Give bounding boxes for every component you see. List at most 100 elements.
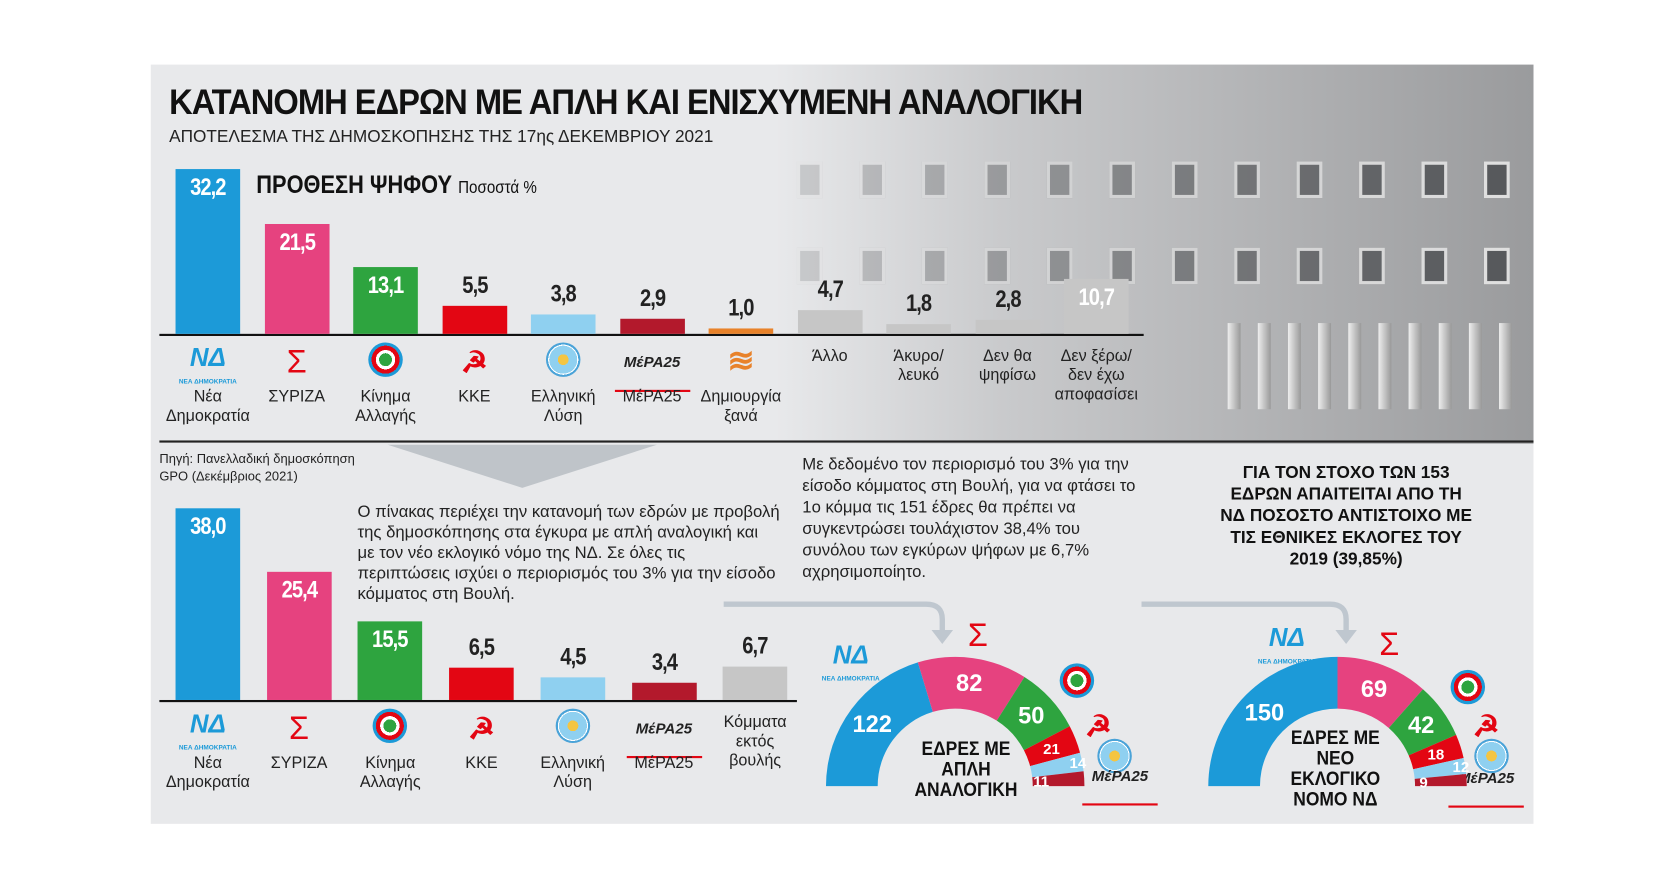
chart-unit: Ποσοστά %: [458, 178, 537, 198]
arrow-head-icon: [931, 629, 954, 644]
window: [1046, 247, 1073, 285]
category-label: Ελληνική Λύση: [540, 753, 606, 792]
column: [1287, 323, 1301, 410]
nd-logo-subtext: ΝΕΑ ΔΗΜΟΚΡΑΤΙΑ: [821, 676, 880, 683]
seat-segment: [1337, 656, 1423, 728]
column: [1318, 323, 1332, 410]
nd-logo-subtext: ΝΕΑ ΔΗΜΟΚΡΑΤΙΑ: [178, 745, 237, 752]
window: [796, 247, 823, 285]
arrow-head-icon: [1335, 629, 1357, 644]
window: [1296, 247, 1323, 285]
bar: [266, 571, 332, 700]
data-label: 15,5: [372, 626, 409, 654]
data-label: 1,8: [905, 290, 932, 318]
window: [1483, 247, 1510, 285]
seat-label: 82: [956, 671, 982, 697]
new-law-title: ΕΔΡΕΣ ΜΕ ΝΕΟ ΕΚΛΟΓΙΚΟ ΝΟΜΟ ΝΔ: [1290, 726, 1381, 810]
infographic-subtitle: ΑΠΟΤΕΛΕΣΜΑ ΤΗΣ ΔΗΜΟΣΚΟΠΗΣΗΣ ΤΗΣ 17ης ΔΕΚ…: [169, 128, 714, 147]
category-label: Δημιουργία ξανά: [700, 387, 782, 426]
category-label: Άκυρο/ λευκό: [893, 346, 944, 385]
category-label: Δεν θα ψηφίσω: [978, 346, 1037, 385]
seat-segment: [1408, 734, 1464, 770]
window: [984, 161, 1011, 199]
category-label: Άλλο: [811, 346, 848, 366]
window: [859, 161, 886, 199]
kinal-logo-icon: [368, 342, 403, 377]
category-label: Νέα Δημοκρατία: [165, 753, 250, 792]
seat-label: 21: [1043, 741, 1060, 758]
column: [1499, 323, 1512, 410]
seat-label: 9: [1419, 774, 1427, 791]
column: [1468, 323, 1482, 410]
category-label: ΣΥΡΙΖΑ: [270, 753, 328, 773]
window: [1046, 161, 1073, 199]
category-label: ΣΥΡΙΖΑ: [268, 387, 326, 406]
data-label: 3,8: [550, 279, 577, 307]
divider: [159, 440, 1534, 443]
seat-label: 14: [1070, 755, 1087, 772]
elliniki-lysi-logo-icon: [1097, 738, 1132, 774]
category-label: Κίνημα Αλλαγής: [359, 753, 421, 792]
column: [1408, 323, 1422, 410]
bar: [449, 667, 514, 700]
seat-segment: [1023, 726, 1081, 767]
kke-hammer-sickle-icon: ☭: [1472, 709, 1500, 744]
nd-logo-icon: ΝΔ ΝΕΑ ΔΗΜΟΚΡΑΤΙΑ: [813, 642, 888, 682]
category-label: Κίνημα Αλλαγής: [355, 387, 416, 426]
top-chart-axis: [159, 333, 1144, 336]
kinal-logo-icon: [1059, 663, 1095, 698]
window: [1359, 161, 1385, 199]
kke-hammer-sickle-icon: ☭: [1084, 709, 1112, 744]
bar: [264, 223, 329, 334]
nd-logo-icon: ΝΔ ΝΕΑ ΔΗΜΟΚΡΑΤΙΑ: [1249, 625, 1324, 665]
syriza-logo-icon: Σ: [289, 710, 310, 747]
connector-line: [1141, 601, 1349, 636]
description-text: Ο πίνακας περιέχει την κατανομή των εδρώ…: [357, 502, 780, 604]
window: [1234, 247, 1260, 285]
data-label: 2,8: [994, 285, 1021, 312]
syriza-logo-icon: Σ: [967, 618, 988, 654]
mera25-logo-icon: ΜέΡΑ25: [1448, 769, 1524, 808]
category-label: ΜέΡΑ25: [622, 387, 682, 406]
syriza-logo-icon: Σ: [1379, 626, 1400, 663]
bar: [619, 318, 685, 334]
category-label: ΚΚΕ: [458, 387, 491, 406]
category-label: ΜέΡΑ25: [634, 753, 694, 773]
category-label: Δεν ξέρω/ δεν έχω αποφασίσει: [1054, 346, 1138, 404]
simple-pr-title: ΕΔΡΕΣ ΜΕ ΑΠΛΗ ΑΝΑΛΟΓΙΚΗ: [914, 737, 1018, 801]
category-label: Κόμματα εκτός βουλής: [723, 712, 787, 770]
window: [1234, 161, 1260, 199]
bar: [442, 305, 507, 334]
column: [1227, 323, 1241, 410]
source-note: Πηγή: Πανελλαδική δημοσκόπηση GPO (Δεκέμβ…: [159, 450, 354, 484]
window: [1171, 161, 1198, 199]
data-label: 4,5: [560, 642, 586, 670]
source-line: Πηγή: Πανελλαδική δημοσκόπηση: [159, 451, 355, 467]
seat-label: 150: [1245, 701, 1285, 727]
seat-segment: [825, 662, 933, 787]
window: [921, 247, 948, 285]
data-label: 25,4: [281, 576, 317, 604]
mera25-logo-icon: ΜέΡΑ25: [1082, 767, 1158, 806]
window: [1483, 161, 1510, 199]
data-label: 1,0: [728, 294, 754, 322]
bar: [530, 314, 596, 334]
seat-segment: [917, 656, 1025, 721]
elliniki-lysi-logo-icon: [545, 342, 581, 377]
category-label: ΚΚΕ: [465, 753, 498, 773]
vote-intention-title: ΠΡΟΘΕΣΗ ΨΗΦΟΥ Ποσοστά %: [256, 170, 537, 199]
syriza-logo-icon: Σ: [286, 344, 307, 381]
seat-segment: [996, 677, 1070, 751]
dimiourgia-logo-icon: ≋: [727, 343, 755, 380]
nd-logo-subtext: ΝΕΑ ΔΗΜΟΚΡΑΤΙΑ: [1257, 659, 1316, 666]
column: [1378, 323, 1392, 410]
seat-label: 18: [1427, 747, 1444, 764]
mera25-logo-icon: ΜέΡΑ25: [626, 719, 702, 759]
kke-hammer-sickle-icon: ☭: [467, 711, 495, 746]
nd-logo-icon: ΝΔ ΝΕΑ ΔΗΜΟΚΡΑΤΙΑ: [170, 345, 245, 385]
bottom-chart-axis: [159, 699, 797, 703]
data-label: 4,7: [817, 275, 843, 303]
data-label: 21,5: [278, 228, 315, 256]
window: [859, 247, 886, 285]
elliniki-lysi-logo-icon: [1474, 738, 1509, 774]
